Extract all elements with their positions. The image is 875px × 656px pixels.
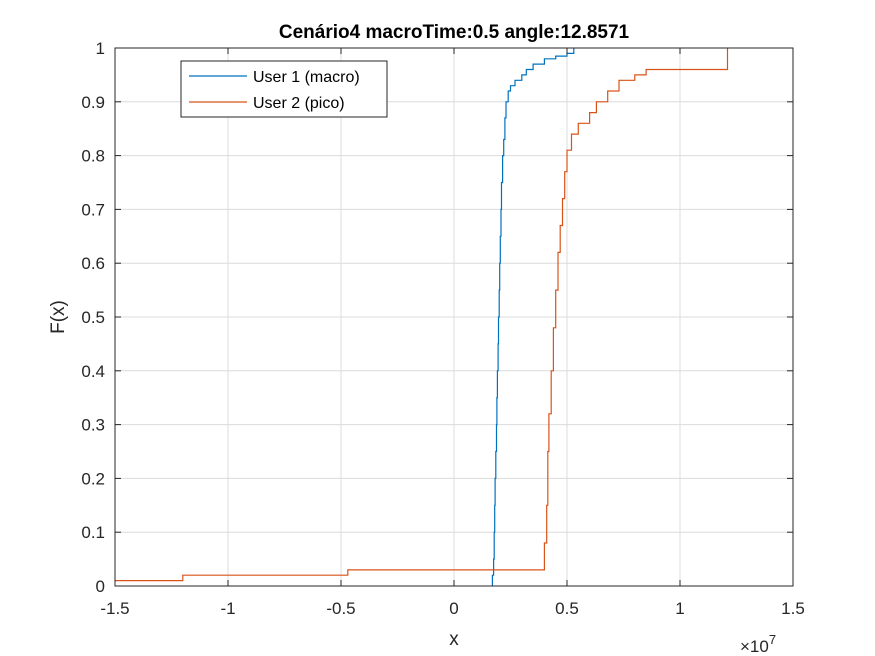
x-axis-multiplier: ×10 [740, 637, 769, 656]
y-tick-label: 0.3 [81, 416, 105, 435]
x-tick-label: 1 [675, 599, 684, 618]
x-axis-exponent: ×107 [740, 632, 776, 656]
y-tick-label: 0.9 [81, 93, 105, 112]
series-line-1 [491, 48, 575, 586]
y-tick-label: 0.1 [81, 523, 105, 542]
y-axis-ticks: 0 0.1 0.2 0.3 0.4 0.5 0.6 0.7 0.8 0.9 1 [81, 39, 793, 596]
x-axis-ticks: -1.5 -1 -0.5 0 0.5 1 1.5 [100, 48, 805, 618]
y-tick-label: 0.4 [81, 362, 105, 381]
y-tick-label: 0 [96, 577, 105, 596]
y-tick-label: 0.6 [81, 254, 105, 273]
x-tick-label: 0 [449, 599, 458, 618]
chart-title: Cenário4 macroTime:0.5 angle:12.8571 [279, 22, 630, 43]
y-tick-label: 0.7 [81, 200, 105, 219]
y-tick-label: 1 [96, 39, 105, 58]
legend-label: User 2 (pico) [253, 95, 345, 112]
y-axis-label: F(x) [48, 300, 69, 334]
x-tick-label: -1 [220, 599, 235, 618]
legend-box [180, 60, 388, 118]
x-tick-label: -0.5 [326, 599, 355, 618]
y-tick-label: 0.5 [81, 308, 105, 327]
x-axis-label: x [449, 629, 459, 650]
series-line-2 [115, 48, 729, 582]
legend-label: User 1 (macro) [253, 69, 360, 86]
x-axis-multiplier-exponent: 7 [769, 632, 776, 647]
x-tick-label: -1.5 [100, 599, 129, 618]
x-tick-label: 0.5 [555, 599, 579, 618]
y-tick-label: 0.8 [81, 147, 105, 166]
y-tick-label: 0.2 [81, 469, 105, 488]
x-tick-label: 1.5 [781, 599, 805, 618]
series-lines [115, 48, 729, 586]
legend: User 1 (macro) User 2 (pico) [180, 60, 388, 118]
